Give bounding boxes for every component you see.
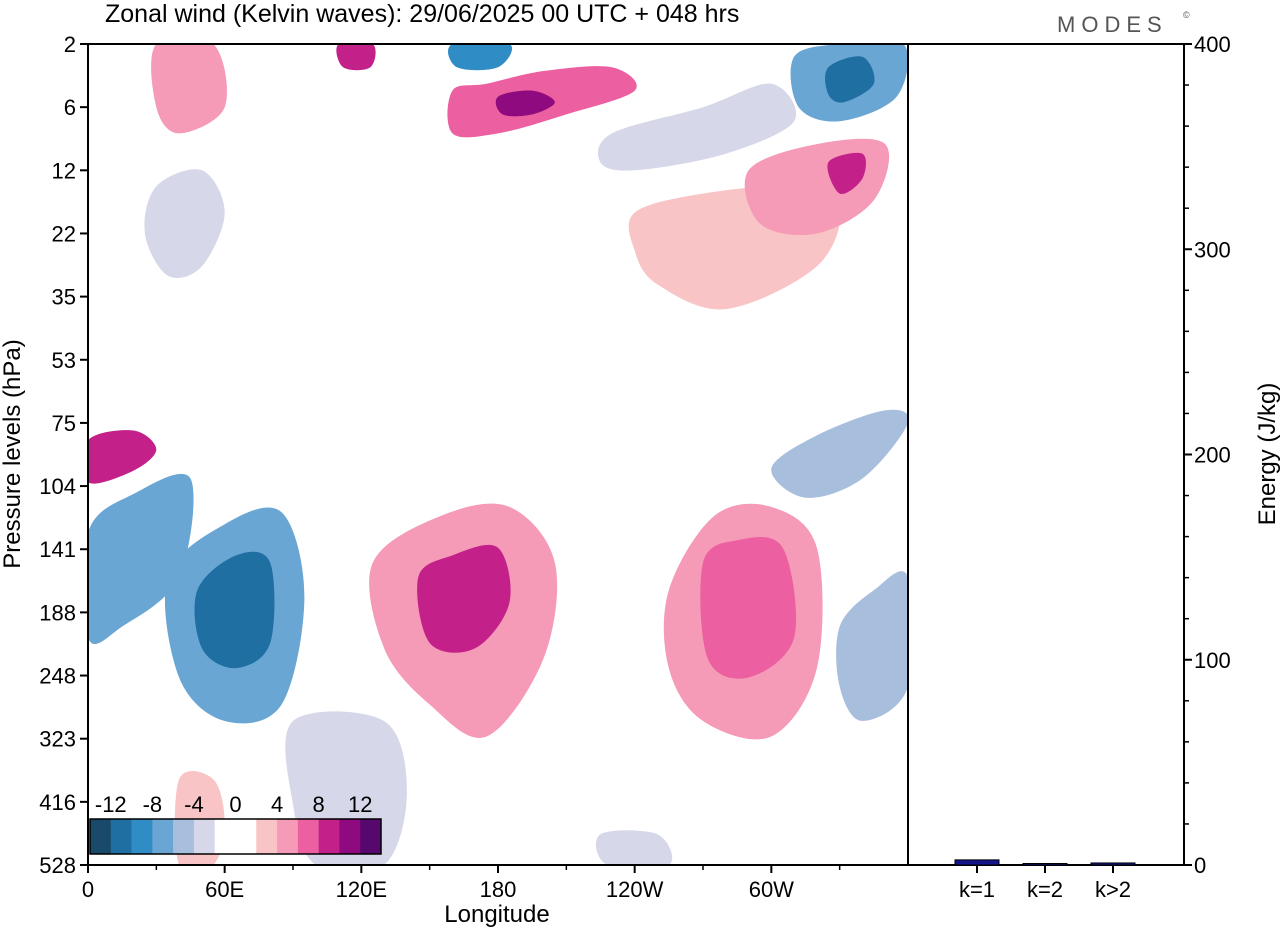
heatmap-regions <box>88 44 908 865</box>
colorbar-label: 4 <box>271 792 283 817</box>
energy-axis-title: Energy (J/kg) <box>1254 383 1280 526</box>
energy-tick-label: 100 <box>1194 648 1231 673</box>
pressure-axis: 2 6 12 22 35 53 75 104 141 188 248 323 416 528 <box>39 32 88 878</box>
heat-region-upper-pink-core <box>495 90 555 117</box>
y-tick-label: 323 <box>39 727 76 752</box>
y-tick-label: 104 <box>39 474 76 499</box>
heat-region-deep-blue-core <box>194 551 275 669</box>
energy-bars: k=1 k=2 k>2 <box>954 859 1136 902</box>
heat-region-upper-blue-band <box>597 83 797 171</box>
energy-tick-label: 300 <box>1194 237 1231 262</box>
colorbar-label: 12 <box>348 792 372 817</box>
colorbar-swatch <box>235 819 257 854</box>
heat-region-right-blue-mid <box>771 409 908 498</box>
y-tick-label: 416 <box>39 790 76 815</box>
y-axis-title: Pressure levels (hPa) <box>0 339 26 568</box>
energy-bar <box>1090 862 1136 866</box>
colorbar-label: -4 <box>184 792 204 817</box>
colorbar-swatch <box>193 819 216 854</box>
x-axis-title: Longitude <box>444 901 549 928</box>
energy-tick-label: 200 <box>1194 443 1231 468</box>
colorbar-label: 0 <box>229 792 241 817</box>
energy-category-label: k=1 <box>959 877 995 902</box>
y-tick-label: 12 <box>52 158 76 183</box>
heat-region-top-pink-streaks <box>151 44 227 134</box>
y-tick-label: 141 <box>39 537 76 562</box>
heat-region-upper-blue-core <box>825 56 875 103</box>
heat-region-upper-pink-east <box>744 138 890 236</box>
x-tick-label: 60E <box>205 877 244 902</box>
heat-region-low-left-pink <box>88 430 157 484</box>
colorbar-swatch <box>297 819 319 854</box>
heat-region-top-left-blue-streak <box>144 169 225 279</box>
y-tick-label: 22 <box>52 221 76 246</box>
colorbar-label: 8 <box>313 792 325 817</box>
colorbar-swatch <box>131 819 153 854</box>
colorbar-swatch <box>339 819 361 854</box>
x-tick-label: 60W <box>749 877 794 902</box>
chart-title: Zonal wind (Kelvin waves): 29/06/2025 00… <box>105 0 739 28</box>
colorbar-swatch <box>90 819 112 854</box>
colorbar-swatch <box>152 819 174 854</box>
colorbar: -12 -8 -4 0 4 8 12 <box>89 792 382 855</box>
heat-region-low-left-blue-band <box>88 473 194 644</box>
brand-trademark: © <box>1183 10 1190 20</box>
colorbar-swatch <box>318 819 340 854</box>
energy-bar <box>954 859 1000 866</box>
colorbar-swatch <box>256 819 278 854</box>
colorbar-swatch <box>214 819 236 854</box>
colorbar-swatch <box>173 819 195 854</box>
heat-region-pink-150E-core <box>417 544 511 653</box>
colorbar-label: -12 <box>95 792 127 817</box>
longitude-axis: 0 60E 120E 180 120W 60W <box>82 865 841 902</box>
colorbar-swatch <box>110 819 132 854</box>
heat-region-top-pink-120E <box>336 44 376 71</box>
x-tick-label: 0 <box>82 877 94 902</box>
colorbar-swatch <box>277 819 299 854</box>
brand-logo: MODES <box>1057 12 1168 37</box>
x-tick-label: 120W <box>606 877 664 902</box>
colorbar-label: -8 <box>143 792 163 817</box>
energy-bar <box>1022 863 1068 866</box>
y-tick-label: 53 <box>52 348 76 373</box>
colorbar-frame <box>89 818 382 855</box>
heat-region-top-blue-165E <box>448 44 513 71</box>
y-tick-label: 6 <box>64 95 76 120</box>
x-tick-label: 120E <box>336 877 387 902</box>
colorbar-swatch <box>360 819 382 854</box>
heat-region-upper-pink-east-core <box>827 152 866 195</box>
energy-tick-label: 0 <box>1194 853 1206 878</box>
x-tick-label: 180 <box>480 877 517 902</box>
energy-tick-label: 400 <box>1194 32 1231 57</box>
heat-region-pink-80W-core <box>700 536 797 679</box>
y-tick-label: 2 <box>64 32 76 57</box>
heat-region-right-blue-low <box>836 571 908 721</box>
energy-axis: 0 100 200 300 400 <box>1184 32 1231 878</box>
energy-category-label: k>2 <box>1095 877 1131 902</box>
energy-category-label: k=2 <box>1027 877 1063 902</box>
energy-frame <box>907 43 1185 866</box>
y-tick-label: 75 <box>52 411 76 436</box>
y-tick-label: 248 <box>39 664 76 689</box>
y-tick-label: 35 <box>52 285 76 310</box>
heat-region-bottom-blue-patch <box>595 830 673 865</box>
y-tick-label: 528 <box>39 853 76 878</box>
y-tick-label: 188 <box>39 600 76 625</box>
